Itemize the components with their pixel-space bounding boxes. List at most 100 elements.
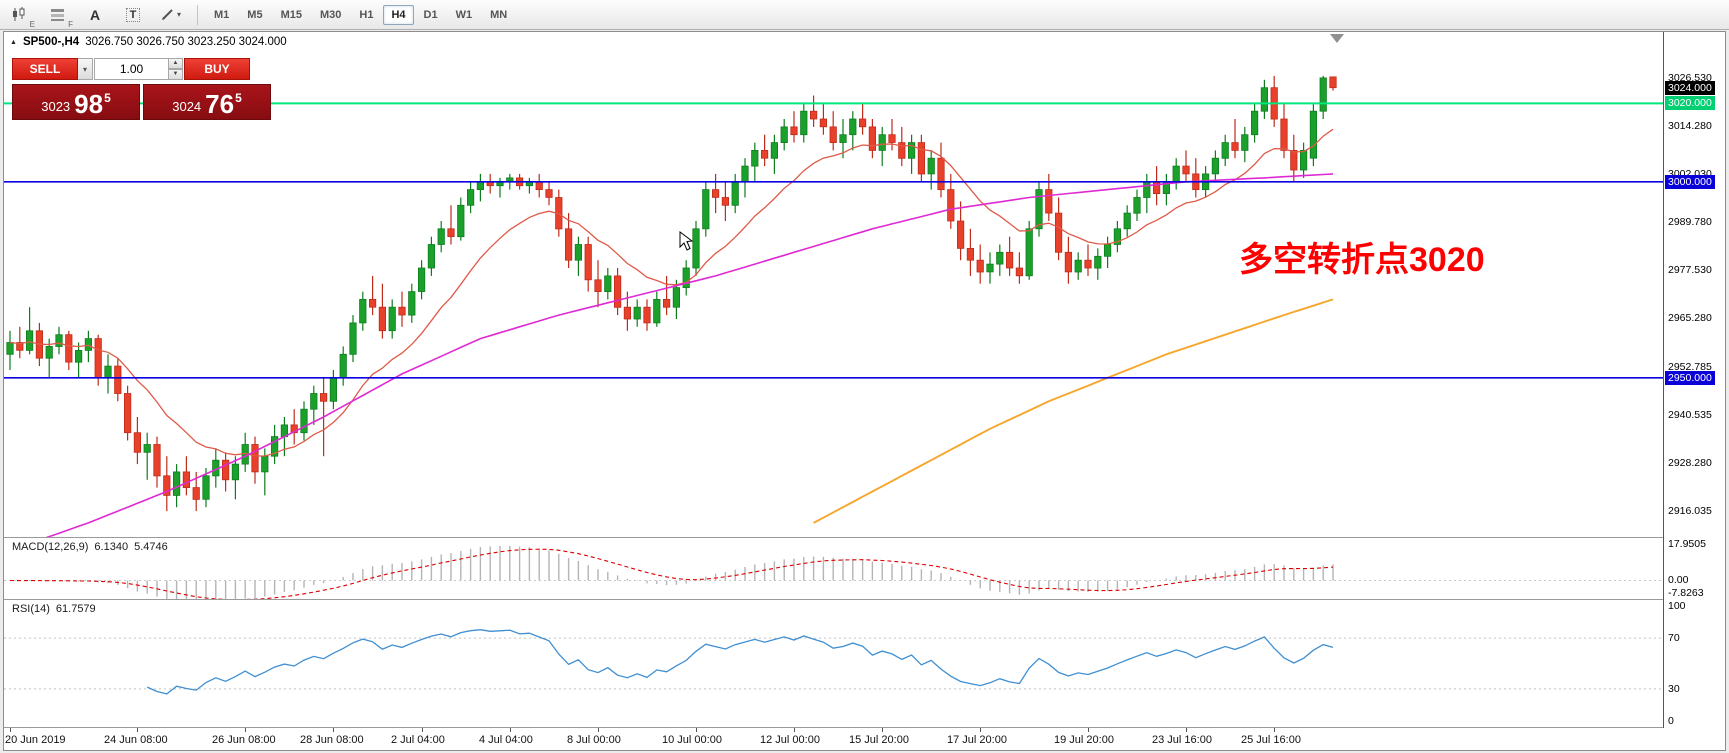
symbol-title: SP500-,H4 [22,36,80,48]
spinner-down-button[interactable]: ▼ [168,69,183,80]
quote-row: 3023 98 5 3024 76 5 [12,84,271,120]
time-axis-label: 15 Jul 20:00 [849,734,909,746]
macd-name: MACD(12,26,9) [12,541,89,553]
one-click-trading-panel: SELL ▾ ▲ ▼ BUY 3023 98 5 [12,58,271,120]
price-axis-label: 2928.280 [1668,457,1712,469]
timeframe-button-m1[interactable]: M1 [214,8,230,21]
time-axis-tick [598,728,599,732]
price-axis-label: 2977.530 [1668,264,1712,276]
rsi-timeaxis-divider [4,727,1725,728]
macd-label: MACD(12,26,9) 6.1340 5.4746 [12,541,168,553]
order-type-dropdown[interactable]: ▾ [78,58,93,80]
macd-canvas[interactable] [4,538,1663,599]
time-axis-label: 2 Jul 04:00 [391,734,445,746]
price-axis-label: 2940.535 [1668,409,1712,421]
ask-prefix: 3024 [172,99,202,114]
text-label-icon[interactable]: A [89,6,101,23]
time-axis-label: 25 Jul 16:00 [1241,734,1301,746]
chart-window[interactable]: ▲ SP500-,H4 3026.750 3026.750 3023.250 3… [3,31,1726,751]
sell-button[interactable]: SELL [12,58,78,80]
price-level-badge: 2950.000 [1665,371,1715,385]
ask-price-box[interactable]: 3024 76 5 [143,84,271,120]
bid-pipette: 5 [104,91,111,105]
rsi-canvas[interactable] [4,600,1663,727]
bid-price-box[interactable]: 3023 98 5 [12,84,140,120]
indicator-list-icon[interactable]: F [42,2,73,29]
list-glyph [50,9,64,21]
volume-control: ▲ ▼ [94,58,183,80]
timeframe-button-d1[interactable]: D1 [423,8,438,21]
chevron-down-icon: ▾ [82,64,87,74]
timeframe-button-m30[interactable]: M30 [319,8,342,21]
timeframe-button-h4[interactable]: H4 [383,4,414,25]
macd-rsi-divider[interactable] [4,599,1725,600]
timeframe-button-h1[interactable]: H1 [359,8,374,21]
timeframe-button-mn[interactable]: MN [490,8,508,21]
time-axis-tick [1274,728,1275,732]
time-axis-tick [696,728,697,732]
trade-controls-row: SELL ▾ ▲ ▼ BUY [12,58,271,80]
time-axis-label: 26 Jun 08:00 [212,734,276,746]
rsi-axis-label: 0 [1668,715,1674,727]
timeframe-button-m5[interactable]: M5 [247,8,263,21]
price-axis-label: 3014.280 [1668,120,1712,132]
bid-main: 98 [74,88,104,119]
time-axis-label: 17 Jul 20:00 [947,734,1007,746]
buy-button[interactable]: BUY [184,58,250,80]
ohlc-values: 3026.750 3026.750 3023.250 3024.000 [85,36,287,48]
time-axis-tick [882,728,883,732]
volume-input[interactable] [94,58,168,80]
rsi-axis-label: 70 [1668,632,1680,644]
chart-shift-marker[interactable] [1330,34,1344,43]
price-axis-divider [1663,32,1664,750]
toolbar: E F A T ▾ M1 M5 M15 M30 H1 H4 D1 W1 MN [0,0,1729,30]
chart-annotation[interactable]: 多空转折点3020 [1239,241,1485,279]
price-axis[interactable]: 3026.530 3024.000 3020.000 3014.280 3002.030… [1664,32,1725,750]
time-axis-label: 12 Jul 00:00 [760,734,820,746]
spinner-up-button[interactable]: ▲ [168,58,183,69]
timeframe-group: M1 M5 M15 M30 H1 H4 D1 W1 MN [205,4,516,25]
time-axis[interactable]: 20 Jun 2019 24 Jun 08:00 26 Jun 08:00 28 Ju… [4,728,1725,750]
chart-header: ▲ SP500-,H4 3026.750 3026.750 3023.250 3… [10,36,287,48]
volume-spinner: ▲ ▼ [168,58,183,80]
current-price-badge: 3024.000 [1665,81,1715,95]
macd-value-main: 6.1340 [94,541,129,553]
time-axis-label: 4 Jul 04:00 [479,734,533,746]
rsi-value: 61.7579 [55,603,96,615]
chart-macd-divider[interactable] [4,537,1725,538]
time-axis-label: 23 Jul 16:00 [1152,734,1212,746]
timeframe-button-w1[interactable]: W1 [455,8,473,21]
toolbar-separator [197,4,198,25]
price-axis-label: 2952.785 [1668,361,1712,373]
macd-axis-label: -7.8263 [1668,587,1704,599]
time-axis-tick [333,728,334,732]
icon-subscript: E [29,19,35,29]
macd-value-signal: 5.4746 [134,541,168,553]
time-axis-label: 19 Jul 20:00 [1054,734,1114,746]
ask-main: 76 [205,88,235,119]
mouse-cursor [679,231,694,251]
timeframe-button-m15[interactable]: M15 [280,8,302,21]
ask-pipette: 5 [235,91,242,105]
rsi-axis-label: 30 [1668,683,1680,695]
price-chart-canvas[interactable] [4,32,1663,537]
time-axis-tick [137,728,138,732]
time-axis-tick [245,728,246,732]
price-level-badge: 3020.000 [1665,96,1715,110]
rsi-axis-label: 100 [1668,600,1686,612]
time-axis-label: 28 Jun 08:00 [300,734,364,746]
price-level-badge: 3000.000 [1665,175,1715,189]
candlestick-chart-icon[interactable]: E [4,2,35,29]
drawing-tools-icon[interactable]: ▾ [156,2,186,28]
pencil-glyph [161,9,173,20]
chevron-down-icon: ▾ [176,10,181,19]
time-axis-tick [422,728,423,732]
time-axis-label: 10 Jul 00:00 [662,734,722,746]
time-axis-label: 8 Jul 00:00 [567,734,621,746]
collapse-icon[interactable]: ▲ [10,38,17,46]
time-axis-tick [980,728,981,732]
text-box-icon[interactable]: T [118,2,148,28]
icon-subscript: F [68,19,73,29]
price-axis-label: 2965.280 [1668,312,1712,324]
